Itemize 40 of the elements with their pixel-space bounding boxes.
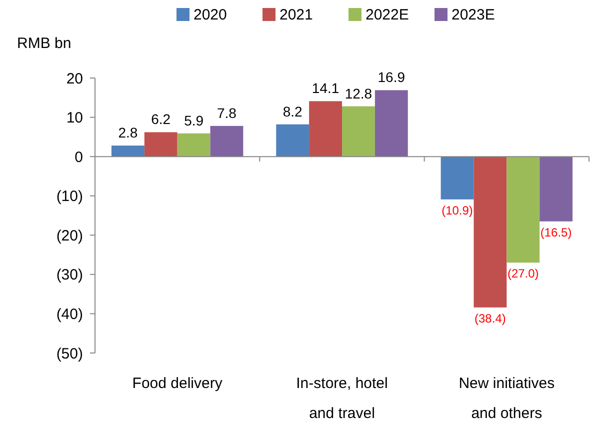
y-tick-label: 10 — [66, 110, 83, 127]
legend-label: 2021 — [280, 6, 313, 24]
x-tick-label: Food delivery — [132, 375, 223, 392]
x-tick-label: In-store, hotel and travel — [296, 375, 388, 422]
data-label: (16.5) — [540, 225, 572, 240]
bar — [177, 133, 210, 157]
data-label: 14.1 — [312, 80, 340, 96]
bar — [540, 156, 573, 222]
bar — [144, 132, 178, 157]
y-tick-label: (40) — [56, 306, 83, 323]
data-label: 16.9 — [378, 69, 406, 86]
y-axis-title: RMB bn — [17, 35, 72, 52]
y-tick-label: (50) — [56, 345, 83, 362]
bar — [506, 156, 540, 263]
data-label: (10.9) — [442, 203, 473, 218]
y-tick-label: 20 — [66, 70, 83, 88]
data-label: 2.8 — [118, 124, 138, 141]
bar — [374, 90, 408, 157]
x-tick-label: New initiatives and others — [458, 375, 555, 422]
bar — [440, 156, 474, 200]
legend-label: 2020 — [194, 6, 227, 24]
data-label: 8.2 — [282, 103, 303, 120]
data-label: (27.0) — [507, 266, 539, 281]
legend-label: 2023E — [452, 6, 495, 24]
bar — [111, 146, 144, 157]
bar — [342, 106, 375, 157]
y-tick-label: (10) — [56, 188, 83, 206]
bar — [276, 124, 310, 157]
data-label: 5.9 — [184, 112, 204, 128]
data-label: 12.8 — [344, 85, 372, 102]
y-tick-label: (30) — [56, 266, 83, 284]
bar — [210, 126, 244, 157]
bar — [309, 101, 342, 157]
legend-label: 2022E — [366, 6, 409, 24]
bar — [474, 156, 507, 308]
data-label: (38.4) — [474, 311, 506, 326]
y-tick-label: 0 — [74, 148, 83, 166]
y-tick-label: (20) — [56, 227, 83, 244]
data-label: 6.2 — [151, 111, 171, 128]
data-label: 7.8 — [217, 104, 237, 121]
